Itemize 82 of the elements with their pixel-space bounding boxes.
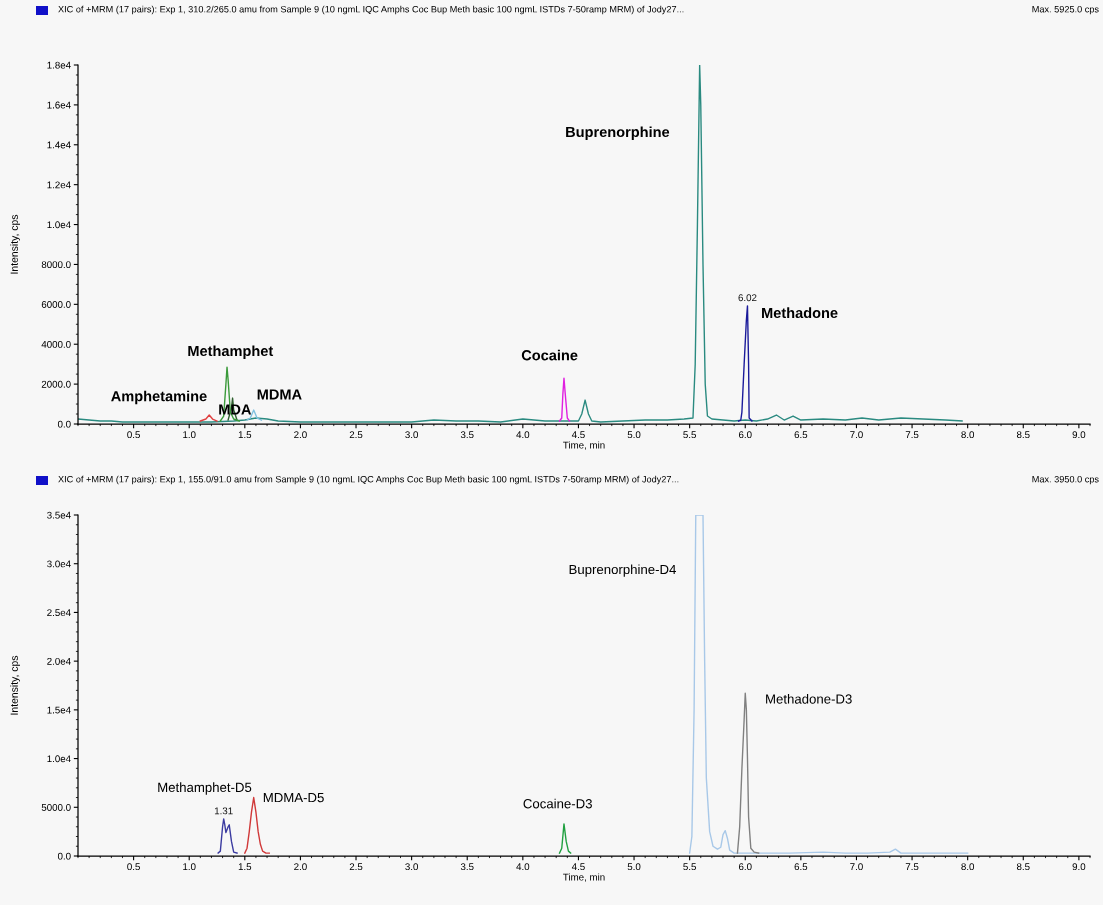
x-tick-label: 6.5 <box>794 431 808 439</box>
y-tick-label: 0.0 <box>57 852 71 860</box>
y-tick-label: 1.0e4 <box>47 221 71 229</box>
x-tick-label: 5.5 <box>683 431 696 439</box>
annotation: 6.02 <box>738 294 757 302</box>
x-tick-label: 9.0 <box>1072 863 1086 871</box>
chart-title: XIC of +MRM (17 pairs): Exp 1, 155.0/91.0 amu from Sample 9 (10 ngmL IQC Amphs Coc Bup Meth basic 100 ngmL ISTDs 7-50ramp MRM) of Jody27... <box>58 475 679 485</box>
x-tick-label: 6.0 <box>738 863 752 871</box>
x-tick-label: 1.5 <box>238 431 252 439</box>
y-tick-label: 3.0e4 <box>47 560 71 568</box>
y-tick-label: 5000.0 <box>41 804 71 811</box>
x-tick-label: 8.5 <box>1016 431 1030 439</box>
y-tick-label: 6000.0 <box>41 301 71 308</box>
x-tick-label: 4.5 <box>571 431 585 439</box>
x-tick-label: 3.0 <box>405 431 418 439</box>
chart-subtitle: Max. 3950.0 cps <box>1032 475 1099 485</box>
x-axis-title: Time, min <box>563 441 605 450</box>
x-tick-label: 8.5 <box>1016 863 1030 871</box>
y-tick-label: 1.6e4 <box>47 101 71 109</box>
x-tick-label: 8.0 <box>961 863 975 871</box>
x-tick-label: 2.0 <box>294 863 307 871</box>
x-tick-label: 2.5 <box>349 431 363 439</box>
x-tick-label: 1.0 <box>183 431 196 439</box>
x-tick-label: 7.5 <box>905 431 919 439</box>
x-tick-label: 0.5 <box>127 431 140 439</box>
x-tick-label: 6.0 <box>738 431 752 439</box>
line-series <box>736 692 760 854</box>
line-series <box>688 515 969 854</box>
line-series <box>78 65 963 423</box>
annotation: Cocaine-D3 <box>523 798 592 809</box>
annotation: Cocaine <box>521 349 578 361</box>
x-tick-label: 6.5 <box>794 863 808 871</box>
line-series <box>217 818 238 854</box>
x-tick-label: 7.5 <box>905 863 919 871</box>
x-tick-label: 2.5 <box>349 863 363 871</box>
annotation: 1.31 <box>214 807 233 815</box>
annotation: Methadone <box>762 307 838 319</box>
y-tick-label: 0.0 <box>57 420 71 428</box>
x-axis-title: Time, min <box>563 873 605 882</box>
x-tick-label: 5.5 <box>683 863 696 871</box>
annotation: Methamphet-D5 <box>158 782 252 795</box>
y-tick-label: 1.5e4 <box>47 706 71 714</box>
y-tick-label: 2000.0 <box>41 380 71 388</box>
x-tick-label: 3.0 <box>405 863 418 871</box>
y-tick-label: 8000.0 <box>41 261 71 269</box>
annotation: MDMA-D5 <box>263 793 324 803</box>
chart-subtitle: Max. 5925.0 cps <box>1032 5 1099 15</box>
x-tick-label: 7.0 <box>850 863 863 871</box>
x-tick-label: 5.0 <box>627 431 641 439</box>
y-tick-label: 1.0e4 <box>47 755 71 763</box>
y-tick-label: 1.4e4 <box>47 141 71 149</box>
x-tick-label: 9.0 <box>1072 431 1086 439</box>
x-tick-label: 3.5 <box>460 431 474 439</box>
y-tick-label: 2.0e4 <box>47 657 71 665</box>
x-tick-label: 0.5 <box>127 863 140 871</box>
x-tick-label: 8.0 <box>961 431 975 439</box>
x-tick-label: 1.5 <box>238 863 252 871</box>
y-axis-title: Intensity, cps <box>10 214 20 274</box>
x-tick-label: 4.5 <box>571 863 585 871</box>
line-series <box>737 305 753 422</box>
y-tick-label: 1.2e4 <box>47 181 71 189</box>
x-tick-label: 7.0 <box>850 431 863 439</box>
x-tick-label: 1.0 <box>183 863 196 871</box>
x-tick-label: 4.0 <box>516 863 530 871</box>
y-tick-label: 1.8e4 <box>47 61 71 69</box>
annotation: Buprenorphine <box>566 126 670 141</box>
y-axis-title: Intensity, cps <box>10 655 20 715</box>
x-tick-label: 5.0 <box>627 863 641 871</box>
y-tick-label: 3.5e4 <box>47 511 71 519</box>
annotation: Methadone-D3 <box>766 694 852 704</box>
line-series <box>558 377 571 422</box>
chart-title: XIC of +MRM (17 pairs): Exp 1, 310.2/265.0 amu from Sample 9 (10 ngmL IQC Amphs Coc Bup Meth basic 100 ngmL ISTDs 7-50ramp MRM) of Jody27... <box>58 5 684 15</box>
y-tick-label: 4000.0 <box>41 340 71 348</box>
annotation: Buprenorphine-D4 <box>569 564 676 577</box>
annotation: MDMA <box>257 389 302 400</box>
y-tick-label: 2.5e4 <box>47 609 71 617</box>
x-tick-label: 2.0 <box>294 431 307 439</box>
line-series <box>558 823 572 854</box>
x-tick-label: 3.5 <box>460 863 474 871</box>
x-tick-label: 4.0 <box>516 431 530 439</box>
annotation: Amphetamine <box>111 390 207 405</box>
annotation: Methamphet <box>188 345 274 359</box>
